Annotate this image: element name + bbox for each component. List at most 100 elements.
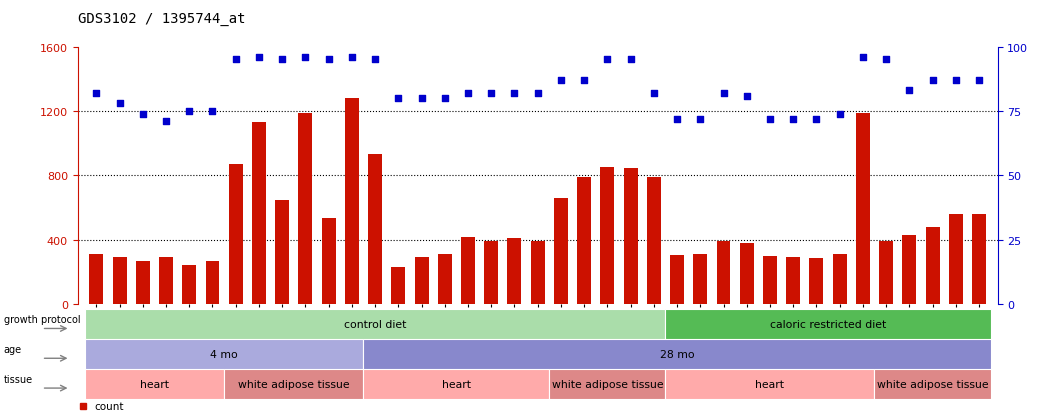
Bar (205, 261, 220, 304)
Bar (717, 242, 730, 304)
Bar (136, 262, 149, 304)
Bar (666, 369, 874, 399)
Point (343, 55, 360, 61)
Bar (879, 242, 893, 304)
Point (785, 116, 802, 123)
Bar (926, 227, 940, 304)
Point (645, 90, 662, 97)
Bar (85, 369, 224, 399)
Point (506, 90, 523, 97)
Bar (694, 254, 707, 304)
Bar (623, 169, 638, 304)
Point (390, 95, 407, 102)
Bar (275, 201, 289, 304)
Point (459, 90, 476, 97)
Bar (252, 123, 265, 304)
Point (692, 116, 708, 123)
Point (716, 90, 732, 97)
Bar (647, 178, 661, 304)
Bar (600, 168, 614, 304)
Bar (345, 99, 359, 304)
Text: heart: heart (140, 379, 169, 389)
Bar (364, 369, 550, 399)
Bar (531, 241, 544, 304)
Bar (321, 218, 336, 304)
Point (437, 95, 453, 102)
Point (832, 111, 848, 118)
Bar (183, 266, 196, 304)
Text: 4 mo: 4 mo (211, 349, 237, 359)
Point (924, 78, 941, 84)
Bar (874, 369, 990, 399)
Point (251, 55, 268, 61)
Point (367, 57, 384, 64)
Bar (415, 257, 428, 304)
Bar (364, 339, 990, 369)
Bar (85, 309, 666, 339)
Bar (763, 256, 777, 304)
Point (158, 119, 174, 125)
Text: white adipose tissue: white adipose tissue (237, 379, 349, 389)
Text: GDS3102 / 1395744_at: GDS3102 / 1395744_at (78, 12, 246, 26)
Bar (578, 178, 591, 304)
Point (298, 55, 314, 61)
Point (530, 90, 546, 97)
Point (877, 57, 894, 64)
Bar (810, 259, 823, 304)
Bar (484, 242, 498, 304)
Point (738, 93, 755, 100)
Bar (670, 255, 684, 304)
Point (88, 90, 105, 97)
Bar (438, 254, 452, 304)
Text: control diet: control diet (344, 319, 407, 329)
Point (971, 78, 987, 84)
Point (854, 55, 871, 61)
Point (599, 57, 616, 64)
Point (576, 78, 592, 84)
Text: heart: heart (756, 379, 784, 389)
Point (204, 109, 221, 115)
Point (553, 78, 569, 84)
Point (622, 57, 639, 64)
Bar (229, 165, 243, 304)
Point (761, 116, 778, 123)
Bar (786, 257, 801, 304)
Text: white adipose tissue: white adipose tissue (552, 379, 664, 389)
Point (320, 57, 337, 64)
Bar (554, 198, 568, 304)
Bar (113, 257, 127, 304)
Text: caloric restricted diet: caloric restricted diet (769, 319, 887, 329)
Bar (833, 254, 846, 304)
Point (901, 88, 918, 95)
Bar (666, 309, 990, 339)
Bar (507, 239, 522, 304)
Point (181, 109, 198, 115)
Bar (949, 214, 962, 304)
Text: tissue: tissue (4, 374, 33, 384)
Bar (550, 369, 666, 399)
Text: heart: heart (442, 379, 471, 389)
Point (274, 57, 290, 64)
Bar (159, 257, 173, 304)
Text: age: age (4, 344, 22, 354)
Bar (299, 113, 312, 304)
Text: count: count (94, 401, 123, 411)
Bar (461, 238, 475, 304)
Point (483, 90, 500, 97)
Point (227, 57, 244, 64)
Bar (902, 235, 917, 304)
Bar (391, 268, 405, 304)
Bar (89, 254, 104, 304)
Bar (739, 243, 754, 304)
Text: growth protocol: growth protocol (4, 315, 81, 325)
Point (414, 95, 430, 102)
Text: 28 mo: 28 mo (660, 349, 695, 359)
Point (948, 78, 964, 84)
Point (111, 101, 128, 107)
Bar (368, 155, 382, 304)
Point (669, 116, 685, 123)
Bar (224, 369, 364, 399)
Point (135, 111, 151, 118)
Bar (972, 214, 986, 304)
Point (808, 116, 824, 123)
